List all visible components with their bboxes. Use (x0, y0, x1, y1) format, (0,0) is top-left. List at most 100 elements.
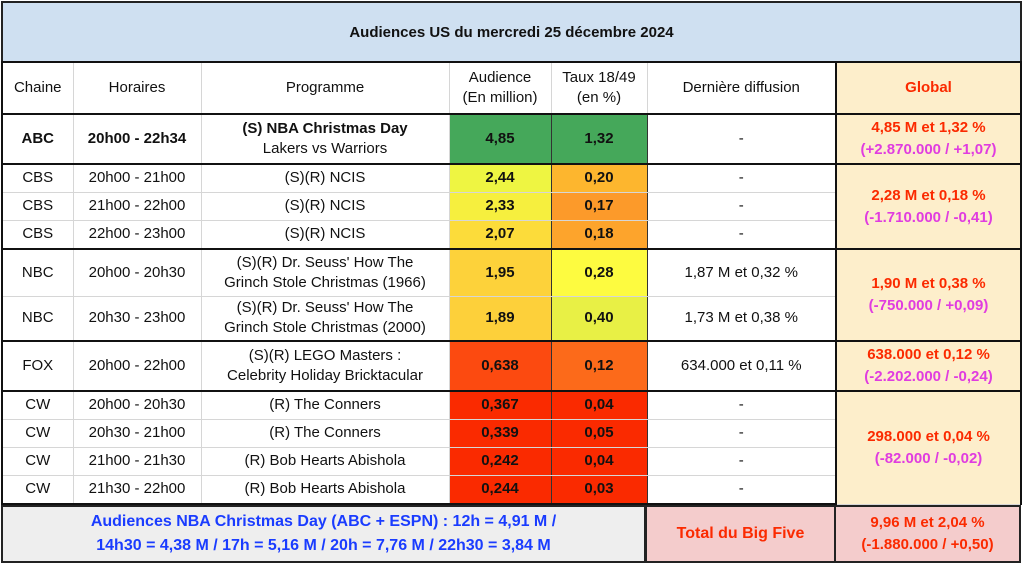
audience-value: 0,339 (481, 424, 519, 441)
global-total: 638.000 et 0,12 % (867, 346, 990, 363)
chaine-cell: CW (1, 390, 74, 420)
global-total: 298.000 et 0,04 % (867, 427, 990, 445)
chaine-name: CBS (22, 225, 54, 243)
last-airing-value: - (738, 225, 744, 243)
audience-value: 0,638 (481, 357, 519, 374)
audience-value: 0,367 (481, 396, 519, 414)
table-row: CBS 21h00 - 22h00 (S)(R) NCIS 2,33 0,17 - (1, 191, 1021, 221)
taux-value: 0,12 (584, 357, 614, 374)
horaires-cell: 21h00 - 22h00 (72, 191, 202, 221)
header-derniere: Dernière diffusion (646, 61, 837, 115)
chaine-name: CW (25, 480, 51, 498)
taux-value: 0,04 (584, 452, 614, 469)
derniere-cell: - (646, 418, 837, 448)
time-slot: 21h00 - 22h00 (88, 197, 186, 214)
derniere-cell: - (646, 474, 837, 505)
programme-cell: (S)(R) Dr. Seuss' How The Grinch Stole Ch… (200, 295, 450, 342)
chaine-name: CW (25, 396, 51, 414)
programme-cell: (R) Bob Hearts Abishola (200, 446, 450, 476)
audience-value: 0,242 (481, 452, 519, 469)
audience-cell: 0,339 (448, 418, 552, 448)
chaine-name: NBC (21, 263, 54, 281)
derniere-cell: - (646, 191, 837, 221)
taux-cell: 0,12 (550, 340, 648, 392)
programme-cell: (S)(R) NCIS (200, 163, 450, 193)
programme-cell: (S)(R) NCIS (200, 219, 450, 250)
audience-cell: 1,89 (448, 295, 552, 342)
chaine-cell: ABC (1, 113, 74, 165)
taux-cell: 0,40 (550, 295, 648, 342)
audience-cell: 2,07 (448, 219, 552, 250)
chaine-cell: CW (1, 446, 74, 476)
derniere-cell: - (646, 113, 837, 165)
taux-cell: 0,04 (550, 390, 648, 420)
taux-cell: 0,05 (550, 418, 648, 448)
taux-value: 0,04 (584, 396, 614, 414)
program-subtitle: Grinch Stole Christmas (1966) (224, 273, 426, 291)
taux-cell: 0,20 (550, 163, 648, 193)
audience-value: 1,95 (485, 263, 515, 281)
audience-value: 4,85 (485, 130, 515, 147)
chaine-cell: CBS (1, 219, 74, 250)
time-slot: 20h00 - 22h00 (88, 357, 186, 374)
header-programme: Programme (200, 61, 450, 115)
program-title: (S)(R) LEGO Masters : (248, 347, 402, 364)
global-total: 2,28 M et 0,18 % (871, 186, 986, 204)
program-title: (S)(R) NCIS (284, 197, 366, 214)
taux-value: 0,40 (584, 309, 614, 327)
audience-value: 2,33 (485, 197, 515, 214)
program-title: (S)(R) NCIS (284, 169, 366, 187)
derniere-cell: - (646, 219, 837, 250)
table-row: CW 21h30 - 22h00 (R) Bob Hearts Abishola 0,… (1, 474, 1021, 505)
global-change: (-82.000 / -0,02) (874, 449, 983, 467)
table-row: NBC 20h30 - 23h00 (S)(R) Dr. Seuss' How Th… (1, 295, 1021, 342)
time-slot: 20h00 - 21h00 (88, 169, 186, 187)
audience-cell: 0,242 (448, 446, 552, 476)
taux-cell: 0,04 (550, 446, 648, 476)
time-slot: 20h30 - 23h00 (88, 309, 186, 327)
taux-cell: 0,17 (550, 191, 648, 221)
audience-cell: 1,95 (448, 248, 552, 297)
header-row: Chaine Horaires Programme Audience (En mi… (1, 61, 1022, 115)
program-title: (R) Bob Hearts Abishola (244, 452, 406, 469)
table-row: CW 20h00 - 20h30 (R) The Conners 0,367 0,04 -… (1, 390, 1022, 505)
derniere-cell: - (646, 163, 837, 193)
last-airing-value: 1,73 M et 0,38 % (684, 309, 798, 327)
total-line1: 9,96 M et 2,04 % (870, 514, 985, 531)
taux-value: 1,32 (584, 130, 614, 147)
program-subtitle: Grinch Stole Christmas (2000) (224, 319, 426, 337)
page-title: Audiences US du mercredi 25 décembre 202… (1, 1, 1022, 63)
global-cell: 2,28 M et 0,18 % (-1.710.000 / -0,41) (835, 163, 1022, 250)
program-title: (R) The Conners (269, 396, 381, 414)
taux-cell: 0,28 (550, 248, 648, 297)
last-airing-value: - (738, 424, 744, 441)
audience-cell: 2,44 (448, 163, 552, 193)
header-taux-2: (en %) (576, 89, 622, 106)
audience-table: Chaine Horaires Programme Audience (En mi… (1, 61, 1022, 505)
nba-audiences-note: Audiences NBA Christmas Day (ABC + ESPN)… (1, 505, 646, 563)
time-slot: 20h00 - 20h30 (88, 263, 186, 281)
total-big-five-label: Total du Big Five (645, 505, 836, 563)
header-audience-1: Audience (468, 69, 532, 86)
time-slot: 21h30 - 22h00 (88, 480, 186, 498)
horaires-cell: 20h30 - 21h00 (72, 418, 202, 448)
global-change: (-750.000 / +0,09) (868, 297, 989, 314)
horaires-cell: 22h00 - 23h00 (72, 219, 202, 250)
chaine-cell: CW (1, 418, 74, 448)
header-chaine: Chaine (1, 61, 74, 115)
table-row: NBC 20h00 - 20h30 (S)(R) Dr. Seuss' How Th… (1, 248, 1022, 342)
taux-value: 0,18 (584, 225, 614, 243)
audience-value: 2,07 (485, 225, 515, 243)
global-change: (-1.710.000 / -0,41) (864, 208, 993, 226)
last-airing-value: - (738, 452, 744, 469)
program-title: (R) Bob Hearts Abishola (244, 480, 406, 498)
derniere-cell: - (646, 390, 837, 420)
table-row: FOX 20h00 - 22h00 (S)(R) LEGO Masters : Cel… (1, 340, 1022, 392)
last-airing-value: - (738, 396, 744, 414)
last-airing-value: 634.000 et 0,11 % (680, 357, 802, 374)
audience-value: 2,44 (485, 169, 515, 187)
nba-note-line2: 14h30 = 4,38 M / 17h = 5,16 M / 20h = 7,… (96, 537, 551, 554)
program-title: (R) The Conners (269, 424, 381, 441)
last-airing-value: - (738, 130, 744, 147)
